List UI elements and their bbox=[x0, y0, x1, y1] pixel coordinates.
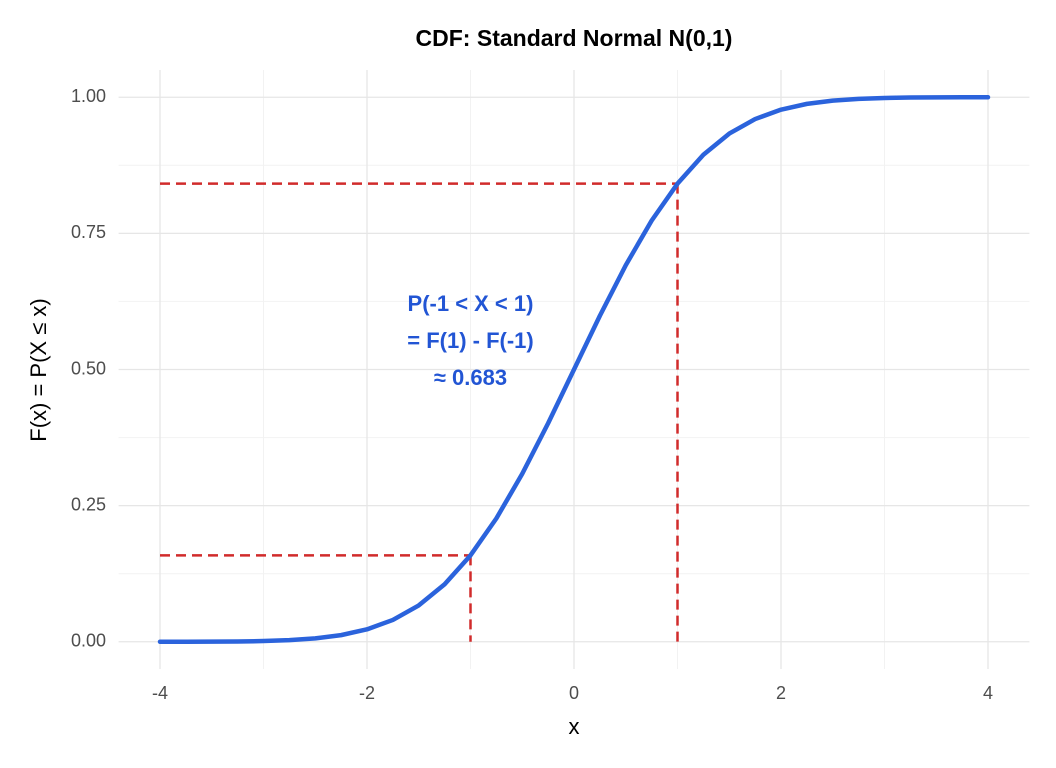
x-axis-label: x bbox=[569, 714, 580, 739]
x-tick-label: 4 bbox=[983, 683, 993, 703]
y-tick-label: 0.25 bbox=[71, 494, 106, 514]
cdf-line bbox=[157, 94, 991, 645]
annotation: = F(1) - F(-1) bbox=[407, 328, 534, 353]
x-tick-label: -2 bbox=[359, 683, 375, 703]
x-tick-label: -4 bbox=[152, 683, 168, 703]
annotation: ≈ 0.683 bbox=[434, 365, 507, 390]
y-tick-label: 0.50 bbox=[71, 358, 106, 378]
chart-title: CDF: Standard Normal N(0,1) bbox=[416, 25, 733, 51]
x-tick-label: 2 bbox=[776, 683, 786, 703]
annotation: P(-1 < X < 1) bbox=[408, 291, 534, 316]
y-tick-label: 0.00 bbox=[71, 631, 106, 651]
y-tick-label: 1.00 bbox=[71, 86, 106, 106]
x-tick-label: 0 bbox=[569, 683, 579, 703]
y-axis-label: F(x) = P(X ≤ x) bbox=[26, 298, 51, 441]
y-tick-label: 0.75 bbox=[71, 222, 106, 242]
